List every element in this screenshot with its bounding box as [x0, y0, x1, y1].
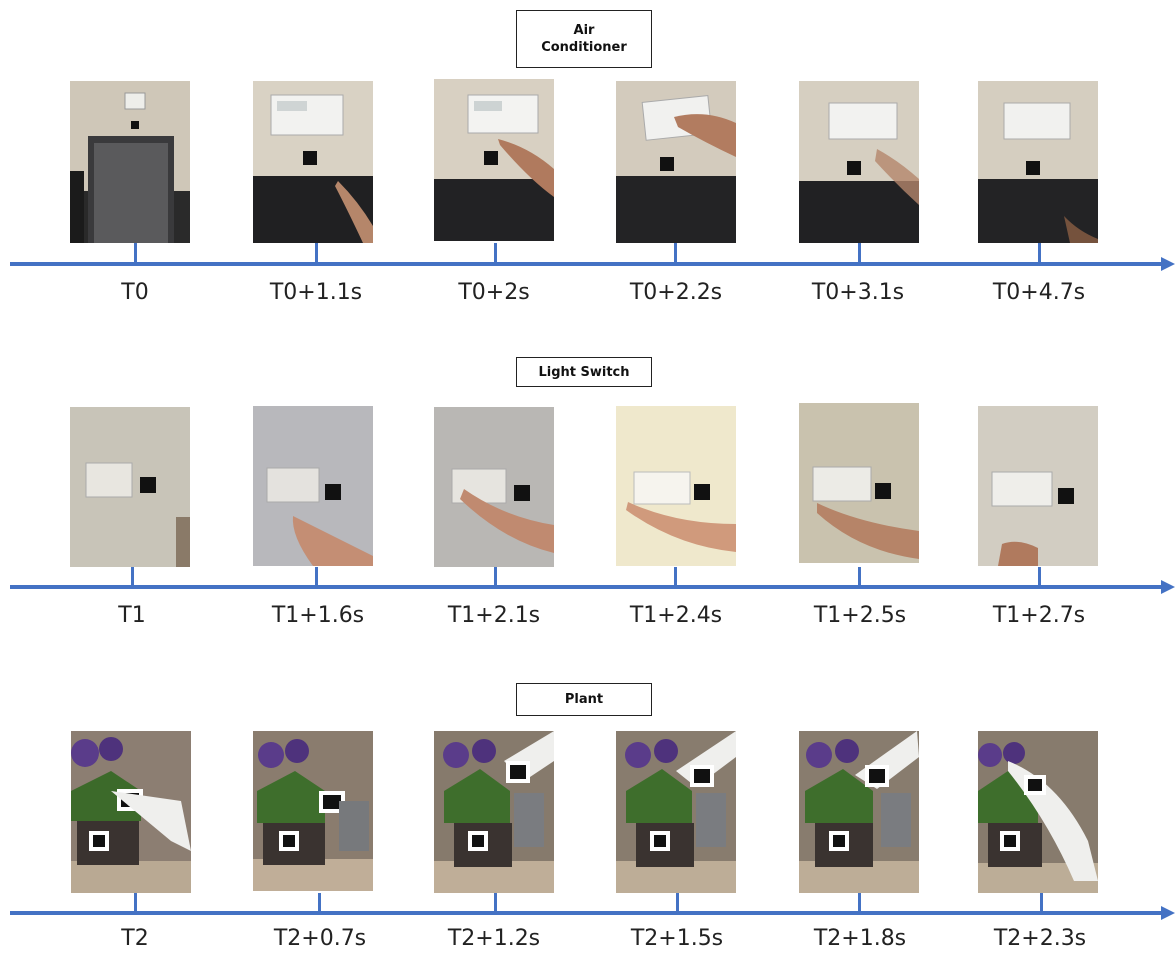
timeline-row-light-switch: Light Switch T1 — [10, 357, 1175, 628]
timeline-tick — [134, 243, 137, 263]
timeline-arrowhead — [1161, 257, 1175, 271]
timeline-tick — [315, 567, 318, 587]
frame-photo — [616, 406, 736, 566]
timeline-tick — [858, 243, 861, 263]
timeline-axis — [10, 585, 1162, 589]
timeline-axis — [10, 262, 1162, 266]
frame-photo — [616, 81, 736, 243]
frame-photo — [253, 406, 373, 566]
frame-photo — [978, 731, 1098, 893]
frame-photo — [434, 407, 554, 567]
timeline-tick — [676, 893, 679, 913]
timeline-tick — [1038, 567, 1041, 587]
row-label: Light Switch — [516, 357, 652, 387]
time-label: T2+0.7s — [273, 926, 367, 951]
frame-photo — [70, 81, 190, 243]
time-label: T0+2.2s — [629, 280, 723, 305]
timeline-tick — [494, 567, 497, 587]
time-label: T0 — [121, 280, 149, 305]
time-label: T2+1.5s — [630, 926, 724, 951]
time-label: T1+2.4s — [629, 603, 723, 628]
frame-photo — [253, 731, 373, 891]
frame-photo — [70, 407, 190, 567]
timeline-tick — [1040, 893, 1043, 913]
timeline-arrowhead — [1161, 906, 1175, 920]
frame-photo — [978, 406, 1098, 566]
time-label: T2 — [121, 926, 149, 951]
time-label: T2+1.8s — [813, 926, 907, 951]
timeline-arrowhead — [1161, 580, 1175, 594]
frame-photo — [616, 731, 736, 893]
time-label: T2+1.2s — [447, 926, 541, 951]
timeline-row-air-conditioner: Air Conditioner — [0, 0, 1175, 320]
timeline-tick — [315, 243, 318, 263]
timeline-tick — [858, 893, 861, 913]
time-label: T0+2s — [458, 280, 530, 305]
time-label: T0+3.1s — [811, 280, 905, 305]
timeline-tick — [494, 243, 497, 263]
frame-photo — [799, 403, 919, 563]
time-label: T0+4.7s — [992, 280, 1086, 305]
timeline-tick — [318, 893, 321, 913]
timeline-tick — [131, 567, 134, 587]
frame-photo — [71, 731, 191, 893]
frame-photo — [434, 79, 554, 241]
time-label: T0+1.1s — [269, 280, 363, 305]
time-label: T1+2.7s — [992, 603, 1086, 628]
timeline-tick — [134, 893, 137, 913]
frame-photo — [799, 731, 919, 893]
row-label: Plant — [516, 683, 652, 716]
frame-photo — [434, 731, 554, 893]
time-label: T1+1.6s — [271, 603, 365, 628]
timeline-tick — [1038, 243, 1041, 263]
timeline-axis — [10, 911, 1162, 915]
time-label: T1 — [118, 603, 146, 628]
timeline-tick — [858, 567, 861, 587]
frame-photo — [253, 81, 373, 243]
timeline-tick — [494, 893, 497, 913]
time-label: T2+2.3s — [993, 926, 1087, 951]
timeline-tick — [674, 243, 677, 263]
time-label: T1+2.1s — [447, 603, 541, 628]
row-label: Air Conditioner — [516, 10, 652, 68]
frame-photo — [978, 81, 1098, 243]
time-label: T1+2.5s — [813, 603, 907, 628]
timeline-tick — [674, 567, 677, 587]
frame-photo — [799, 81, 919, 243]
